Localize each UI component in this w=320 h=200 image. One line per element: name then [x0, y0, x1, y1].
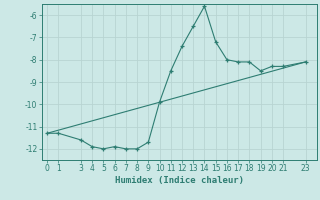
- X-axis label: Humidex (Indice chaleur): Humidex (Indice chaleur): [115, 176, 244, 185]
